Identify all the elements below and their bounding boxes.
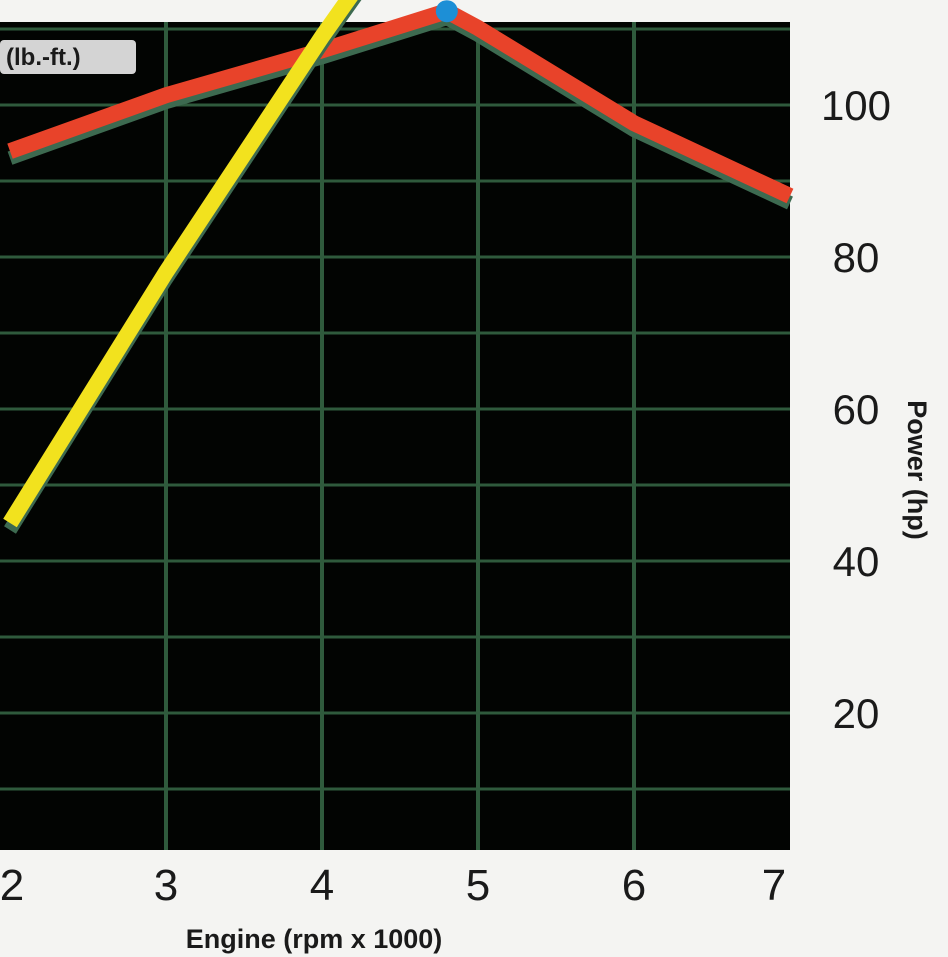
right-tick-label: 20 [833,690,880,737]
x-tick-label: 5 [466,861,490,910]
right-tick-label: 60 [833,386,880,433]
right-tick-labels: 20406080100120140160 [821,0,891,737]
series-1-peak-point [436,0,458,22]
right-axis-title: Power (hp) [902,400,932,540]
right-tick-label: 100 [821,82,891,129]
left-axis-label-box: (lb.-ft.) [0,40,136,74]
x-tick-label: 2 [0,861,24,910]
x-tick-labels: 2 3 4 5 6 7 [0,861,786,910]
x-tick-label: 3 [154,861,178,910]
right-tick-label: 40 [833,538,880,585]
right-tick-label: 80 [833,234,880,281]
left-axis-label: (lb.-ft.) [6,44,81,71]
x-axis-title: Engine (rpm x 1000) [186,924,443,954]
x-tick-label: 7 [762,861,786,910]
x-tick-label: 6 [622,861,646,910]
x-tick-label: 4 [310,861,334,910]
